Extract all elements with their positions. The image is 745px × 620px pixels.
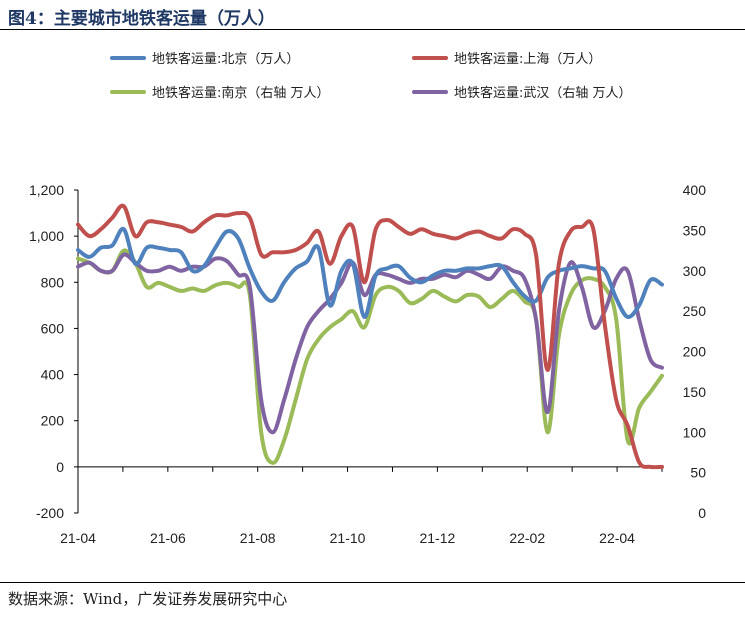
x-tick-label: 21-08: [240, 530, 276, 546]
legend-swatch-wuhan: [412, 89, 448, 94]
legend-item-shanghai: 地铁客运量:上海（万人）: [412, 48, 601, 67]
figure-title: 图4：主要城市地铁客运量（万人）: [8, 9, 275, 29]
y-left-tick-label: 600: [41, 320, 65, 336]
x-tick-label: 21-04: [60, 530, 96, 546]
y-left-tick-label: 1,200: [29, 182, 64, 198]
y-right-tick-label: 150: [683, 384, 707, 400]
y-right-tick-label: 0: [698, 505, 706, 521]
chart-legend: 地铁客运量:北京（万人） 地铁客运量:上海（万人） 地铁客运量:南京（右轴 万人…: [0, 40, 745, 110]
title-bar: 图4：主要城市地铁客运量（万人）: [0, 0, 745, 30]
y-left-tick-label: 200: [41, 413, 65, 429]
series-line-wuhan: [76, 252, 664, 435]
series-line-beijing: [76, 226, 664, 319]
title-rule: [0, 29, 745, 30]
line-chart: -200 0 200 400 600 800 1,000 1,200 0 50 100 150 200 2…: [29, 182, 707, 546]
y-right-tick-label: 200: [683, 344, 707, 360]
y-right-tick-label: 100: [683, 424, 707, 440]
x-tick-label: 21-12: [419, 530, 455, 546]
legend-swatch-nanjing: [110, 89, 146, 94]
legend-swatch-beijing: [110, 55, 146, 60]
y-right-tick-label: 50: [690, 465, 706, 481]
source-note: 数据来源：Wind，广发证券发展研究中心: [8, 590, 288, 608]
legend-item-wuhan: 地铁客运量:武汉（右轴 万人）: [412, 82, 632, 101]
legend-item-nanjing: 地铁客运量:南京（右轴 万人）: [110, 82, 330, 101]
footer-rule: [0, 582, 745, 583]
legend-swatch-shanghai: [412, 55, 448, 60]
y-right-tick-label: 350: [683, 222, 707, 238]
y-left-tick-label: 1,000: [29, 228, 64, 244]
x-tick-label: 22-02: [509, 530, 545, 546]
y-right-tick-label: 400: [683, 182, 707, 198]
y-right-tick-label: 300: [683, 263, 707, 279]
legend-label-beijing: 地铁客运量:北京（万人）: [152, 52, 300, 67]
series-line-shanghai: [76, 203, 664, 470]
legend-label-shanghai: 地铁客运量:上海（万人）: [454, 52, 602, 67]
legend-item-beijing: 地铁客运量:北京（万人）: [110, 48, 299, 67]
x-tick-label: 21-06: [150, 530, 186, 546]
y-left-tick-label: 0: [56, 459, 64, 475]
legend-label-wuhan: 地铁客运量:武汉（右轴 万人）: [454, 86, 632, 101]
y-right-tick-label: 250: [683, 303, 707, 319]
x-tick-label: 21-10: [330, 530, 366, 546]
legend-label-nanjing: 地铁客运量:南京（右轴 万人）: [152, 86, 330, 101]
series-line-nanjing: [76, 248, 664, 465]
x-tick-label: 22-04: [599, 530, 635, 546]
y-left-tick-label: 400: [41, 367, 65, 383]
y-left-tick-label: -200: [36, 505, 64, 521]
y-left-tick-label: 800: [41, 274, 65, 290]
